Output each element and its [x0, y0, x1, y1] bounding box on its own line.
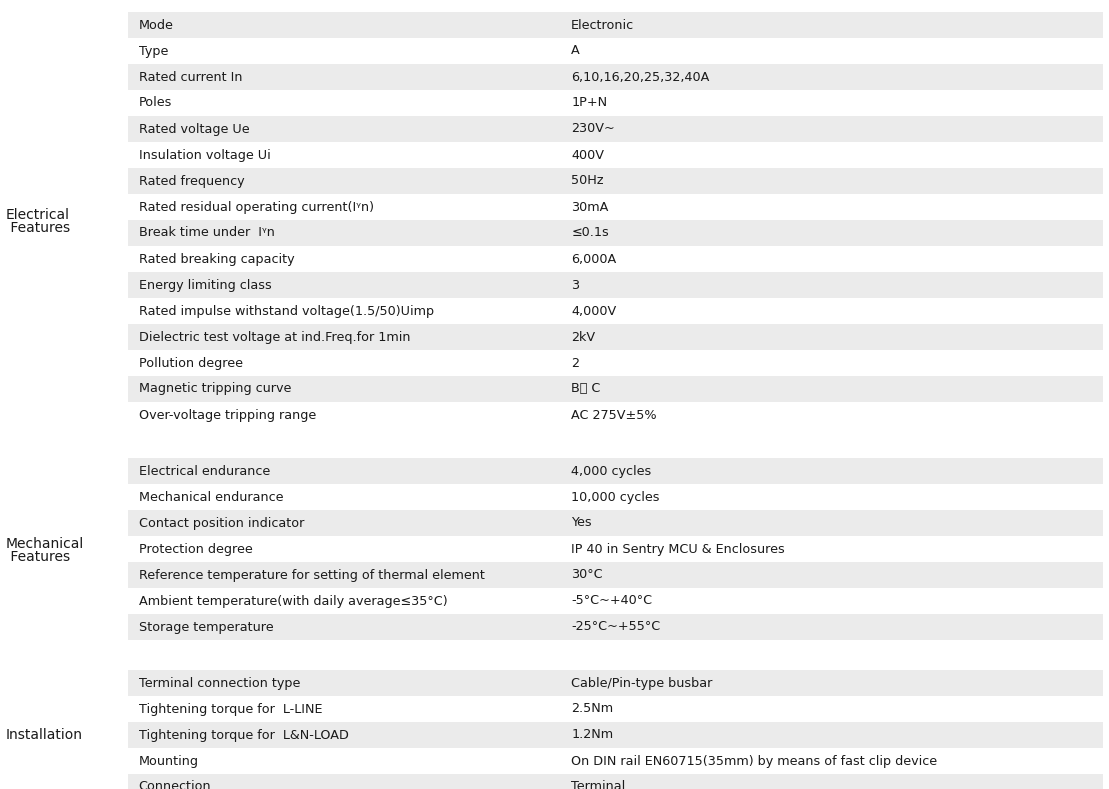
Bar	[128, 670, 1103, 696]
Bar	[128, 562, 1103, 588]
Text: 400V: 400V	[571, 148, 604, 162]
Text: 4,000 cycles: 4,000 cycles	[571, 465, 651, 477]
Text: 1P+N: 1P+N	[571, 96, 608, 110]
Bar	[128, 90, 1103, 116]
Text: Electronic: Electronic	[571, 18, 634, 32]
Text: Magnetic tripping curve: Magnetic tripping curve	[139, 383, 291, 395]
Text: Rated residual operating current(Iᵞn): Rated residual operating current(Iᵞn)	[139, 200, 374, 214]
Bar	[128, 458, 1103, 484]
Text: Insulation voltage Ui: Insulation voltage Ui	[139, 148, 271, 162]
Text: Type: Type	[139, 44, 167, 58]
Text: Contact position indicator: Contact position indicator	[139, 517, 304, 529]
Bar	[128, 142, 1103, 168]
Bar	[128, 402, 1103, 428]
Text: Protection degree: Protection degree	[139, 543, 253, 555]
Bar	[128, 350, 1103, 376]
Text: A: A	[571, 44, 580, 58]
Bar	[128, 324, 1103, 350]
Bar	[128, 536, 1103, 562]
Bar	[128, 38, 1103, 64]
Text: 6,10,16,20,25,32,40A: 6,10,16,20,25,32,40A	[571, 70, 710, 84]
Text: Terminal: Terminal	[571, 780, 625, 789]
Text: ≤0.1s: ≤0.1s	[571, 226, 609, 240]
Text: Ambient temperature(with daily average≤35°C): Ambient temperature(with daily average≤3…	[139, 594, 447, 608]
Text: On DIN rail EN60715(35mm) by means of fast clip device: On DIN rail EN60715(35mm) by means of fa…	[571, 754, 937, 768]
Text: 50Hz: 50Hz	[571, 174, 603, 188]
Text: AC 275V±5%: AC 275V±5%	[571, 409, 657, 421]
Text: 4,000V: 4,000V	[571, 305, 617, 317]
Text: Break time under  Iᵞn: Break time under Iᵞn	[139, 226, 275, 240]
Text: Energy limiting class: Energy limiting class	[139, 279, 272, 291]
Text: Over-voltage tripping range: Over-voltage tripping range	[139, 409, 316, 421]
Bar	[128, 376, 1103, 402]
Text: Storage temperature: Storage temperature	[139, 620, 273, 634]
Text: 30°C: 30°C	[571, 569, 603, 581]
Text: Dielectric test voltage at ind.Freq.for 1min: Dielectric test voltage at ind.Freq.for …	[139, 331, 410, 343]
Bar	[128, 696, 1103, 722]
Bar	[128, 168, 1103, 194]
Text: 2.5Nm: 2.5Nm	[571, 702, 613, 716]
Bar	[128, 588, 1103, 614]
Text: 6,000A: 6,000A	[571, 252, 617, 266]
Text: Features: Features	[6, 550, 70, 564]
Bar	[128, 12, 1103, 38]
Text: Rated frequency: Rated frequency	[139, 174, 244, 188]
Text: Reference temperature for setting of thermal element: Reference temperature for setting of the…	[139, 569, 485, 581]
Text: Mechanical: Mechanical	[6, 537, 84, 551]
Bar	[128, 484, 1103, 510]
Text: Connection: Connection	[139, 780, 211, 789]
Text: Rated impulse withstand voltage(1.5/50)Uimp: Rated impulse withstand voltage(1.5/50)U…	[139, 305, 434, 317]
Text: -25°C~+55°C: -25°C~+55°C	[571, 620, 660, 634]
Text: Rated voltage Ue: Rated voltage Ue	[139, 122, 250, 136]
Bar	[128, 220, 1103, 246]
Text: Electrical endurance: Electrical endurance	[139, 465, 269, 477]
Text: Mode: Mode	[139, 18, 173, 32]
Text: 2kV: 2kV	[571, 331, 596, 343]
Bar	[128, 194, 1103, 220]
Text: 30mA: 30mA	[571, 200, 609, 214]
Bar	[128, 510, 1103, 536]
Bar	[128, 614, 1103, 640]
Bar	[128, 246, 1103, 272]
Text: Features: Features	[6, 221, 70, 235]
Text: Yes: Yes	[571, 517, 592, 529]
Text: Poles: Poles	[139, 96, 172, 110]
Bar	[128, 298, 1103, 324]
Text: Installation: Installation	[6, 728, 82, 742]
Text: Cable/Pin-type busbar: Cable/Pin-type busbar	[571, 676, 712, 690]
Text: Rated breaking capacity: Rated breaking capacity	[139, 252, 294, 266]
Text: 2: 2	[571, 357, 579, 369]
Text: B， C: B， C	[571, 383, 600, 395]
Bar	[128, 748, 1103, 774]
Text: Tightening torque for  L-LINE: Tightening torque for L-LINE	[139, 702, 322, 716]
Text: Mechanical endurance: Mechanical endurance	[139, 491, 283, 503]
Text: 3: 3	[571, 279, 579, 291]
Bar	[128, 272, 1103, 298]
Text: Electrical: Electrical	[6, 208, 70, 222]
Text: 1.2Nm: 1.2Nm	[571, 728, 613, 742]
Text: -5°C~+40°C: -5°C~+40°C	[571, 594, 652, 608]
Text: IP 40 in Sentry MCU & Enclosures: IP 40 in Sentry MCU & Enclosures	[571, 543, 785, 555]
Bar	[128, 116, 1103, 142]
Bar	[128, 722, 1103, 748]
Text: Tightening torque for  L&N-LOAD: Tightening torque for L&N-LOAD	[139, 728, 348, 742]
Text: Terminal connection type: Terminal connection type	[139, 676, 301, 690]
Text: Mounting: Mounting	[139, 754, 199, 768]
Bar	[128, 774, 1103, 789]
Text: Pollution degree: Pollution degree	[139, 357, 243, 369]
Text: 230V~: 230V~	[571, 122, 614, 136]
Bar	[128, 64, 1103, 90]
Text: Rated current In: Rated current In	[139, 70, 242, 84]
Text: 10,000 cycles: 10,000 cycles	[571, 491, 660, 503]
